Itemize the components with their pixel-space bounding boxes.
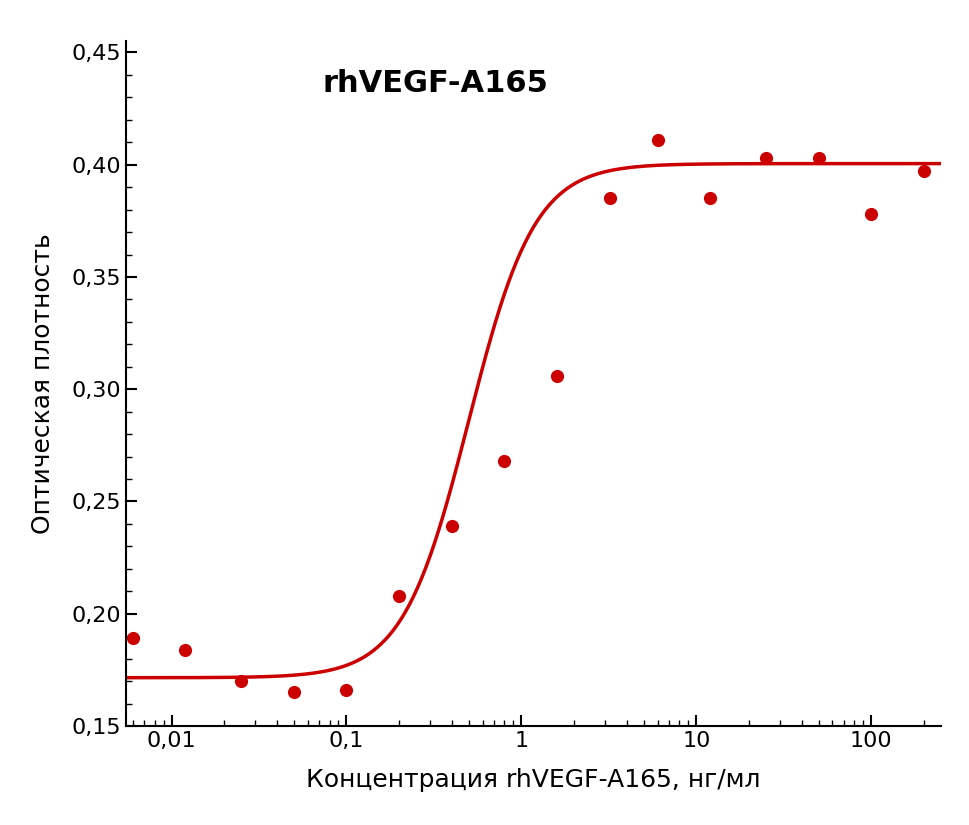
Point: [602, 191, 617, 205]
X-axis label: Концентрация rhVEGF-A165, нг/мл: Концентрация rhVEGF-A165, нг/мл: [306, 767, 760, 791]
Point: [496, 455, 512, 468]
Point: [548, 369, 564, 382]
Point: [444, 520, 459, 533]
Point: [125, 632, 141, 645]
Point: [177, 643, 193, 656]
Point: [286, 686, 301, 699]
Point: [810, 152, 826, 165]
Point: [702, 191, 717, 205]
Point: [234, 675, 249, 688]
Y-axis label: Оптическая плотность: Оптическая плотность: [31, 233, 55, 534]
Point: [758, 152, 773, 165]
Text: rhVEGF-A165: rhVEGF-A165: [323, 68, 548, 97]
Point: [338, 683, 354, 696]
Point: [391, 589, 406, 602]
Point: [649, 134, 665, 147]
Point: [862, 208, 878, 221]
Point: [916, 165, 931, 178]
